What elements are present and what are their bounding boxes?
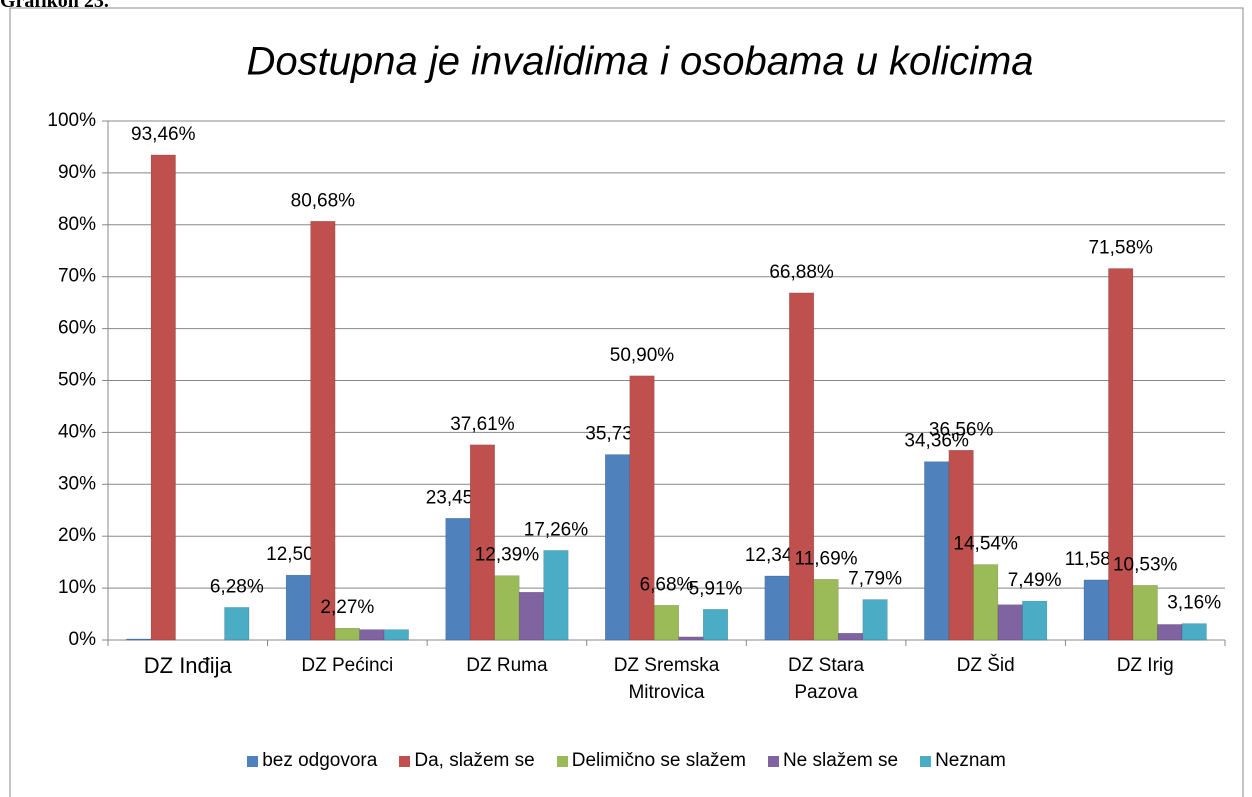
legend-item: Da, slažem se [399, 750, 535, 772]
bar [1108, 268, 1134, 641]
chart-border [9, 7, 1244, 797]
bar [310, 221, 336, 641]
data-label: 7,79% [848, 569, 902, 590]
data-label: 6,68% [640, 574, 694, 595]
bar [789, 292, 815, 641]
bar [224, 607, 250, 641]
legend-label: Neznam [935, 750, 1006, 771]
legend-item: Neznam [920, 750, 1006, 772]
bar [924, 461, 950, 641]
chart-title: Dostupna je invalidima i osobama u kolic… [246, 40, 1033, 84]
bar [445, 518, 471, 641]
bar [703, 609, 728, 641]
bar [150, 154, 176, 641]
bar [1132, 585, 1158, 641]
data-label: 2,27% [320, 597, 374, 618]
bar [813, 579, 839, 641]
legend-swatch [920, 755, 932, 767]
bar [1157, 624, 1183, 641]
bar [359, 629, 385, 641]
data-label: 80,68% [291, 190, 356, 211]
bar [764, 575, 790, 641]
data-label: 10,53% [1113, 554, 1178, 575]
legend-swatch [767, 755, 779, 767]
bar [543, 550, 569, 641]
y-tick-label: 30% [58, 473, 96, 494]
bar [1083, 579, 1109, 641]
bar [629, 375, 655, 641]
y-tick-label: 0% [69, 629, 97, 650]
y-tick-label: 40% [58, 421, 96, 442]
data-label: 34,36% [904, 431, 969, 452]
x-tick-label: DZ Inđija [143, 653, 232, 678]
bar [973, 564, 999, 641]
x-tick-label: DZ Stara Pazova [788, 655, 865, 703]
legend-item: Delimično se slažem [556, 750, 746, 772]
data-label: 17,26% [524, 519, 589, 540]
legend-label: bez odgovora [262, 750, 378, 771]
bar [383, 629, 409, 641]
y-tick-label: 20% [58, 525, 96, 546]
data-label: 37,61% [450, 414, 515, 435]
legend-swatch [399, 755, 411, 767]
bar [862, 599, 888, 641]
caption: Grafikon 23. [0, 0, 109, 12]
y-tick-label: 90% [58, 162, 96, 183]
data-label: 66,88% [769, 262, 834, 283]
bar [678, 636, 704, 641]
legend-swatch [556, 755, 568, 767]
bar [494, 575, 520, 641]
bar [1022, 600, 1048, 641]
data-label: 50,90% [610, 345, 675, 366]
y-tick-label: 50% [58, 370, 96, 391]
x-tick-label: DZ Sremska Mitrovica [613, 655, 720, 703]
bar [997, 604, 1023, 641]
data-label: 5,91% [689, 578, 743, 599]
x-tick-label: DZ Irig [1116, 655, 1174, 676]
bar [518, 592, 544, 641]
legend-item: bez odgovora [247, 750, 377, 772]
y-tick-label: 100% [47, 110, 96, 131]
legend-label: Ne slažem se [782, 750, 899, 771]
bar [469, 444, 495, 641]
x-tick-label: DZ Pećinci [301, 655, 394, 676]
data-label: 7,49% [1008, 570, 1062, 591]
y-tick-label: 60% [58, 318, 96, 339]
legend: bez odgovora Da, slažem se Delimično se sl… [10, 750, 1243, 772]
bar [126, 638, 152, 641]
x-tick-label: DZ Ruma [466, 655, 548, 676]
bar [605, 454, 630, 641]
bar [285, 574, 311, 641]
bar [654, 605, 679, 641]
legend-label: Delimično se slažem [571, 750, 746, 771]
y-tick-label: 70% [58, 266, 96, 287]
bar [334, 627, 360, 641]
bar [948, 450, 974, 641]
bar [838, 633, 864, 641]
data-label: 14,54% [953, 534, 1018, 555]
x-tick-label: DZ Šid [956, 655, 1015, 676]
data-label: 3,16% [1167, 593, 1221, 614]
data-label: 36,56% [929, 419, 994, 440]
legend-item: Ne slažem se [767, 750, 899, 772]
y-tick-label: 10% [58, 577, 96, 598]
data-label: 93,46% [131, 124, 196, 145]
data-label: 12,39% [475, 545, 540, 566]
y-tick-label: 80% [58, 214, 96, 235]
data-label: 6,28% [210, 576, 264, 597]
legend-label: Da, slažem se [414, 750, 535, 771]
data-label: 11,69% [795, 548, 858, 569]
bar [1181, 623, 1207, 641]
data-label: 71,58% [1088, 238, 1153, 259]
legend-swatch [247, 755, 259, 767]
